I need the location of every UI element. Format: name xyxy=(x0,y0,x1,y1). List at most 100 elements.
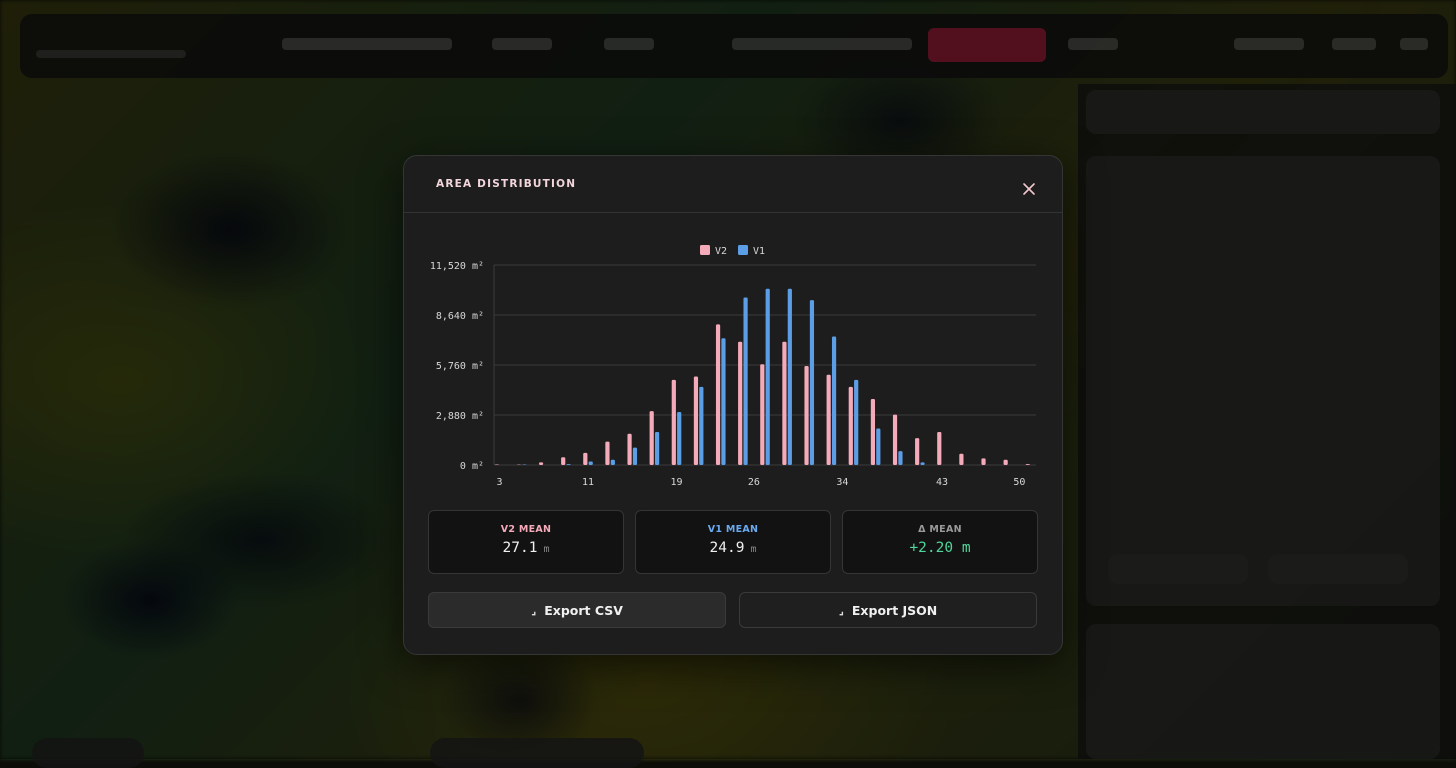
stat-value: 24.9 m xyxy=(636,540,830,556)
panel-button xyxy=(1268,554,1408,584)
toolbar-item xyxy=(282,38,452,50)
stat-number: +2.20 m xyxy=(909,540,970,556)
toolbar-item xyxy=(604,38,654,50)
bar-v2 xyxy=(827,375,831,465)
bar-v1 xyxy=(854,380,858,465)
bar-v2 xyxy=(738,342,742,465)
panel-card xyxy=(1086,624,1440,759)
bar-v2 xyxy=(561,457,565,465)
stat-label: Δ MEAN xyxy=(843,524,1037,535)
toolbar-subtitle-placeholder xyxy=(36,50,186,58)
bar-v2 xyxy=(937,432,941,465)
bar-v2 xyxy=(915,438,919,465)
close-button[interactable] xyxy=(1018,178,1040,200)
bar-v2 xyxy=(760,364,764,465)
y-tick-label: 8,640 m² xyxy=(436,311,484,322)
export-csv-button[interactable]: ⌟ Export CSV xyxy=(428,592,726,628)
bar-v2 xyxy=(605,442,609,465)
bar-v1 xyxy=(655,432,659,465)
export-json-button[interactable]: ⌟ Export JSON xyxy=(739,592,1037,628)
legend-swatch xyxy=(738,245,748,255)
toolbar-item xyxy=(1332,38,1376,50)
stat-number: 24.9 xyxy=(710,540,745,556)
download-icon: ⌟ xyxy=(531,604,536,617)
map-control-background xyxy=(32,738,144,768)
stat-value: +2.20 m xyxy=(843,540,1037,556)
x-tick-label: 50 xyxy=(1013,477,1025,488)
y-tick-label: 2,880 m² xyxy=(436,411,484,422)
bar-v2 xyxy=(716,324,720,465)
stat-label: V1 MEAN xyxy=(636,524,830,535)
toolbar-item xyxy=(492,38,552,50)
bar-v2 xyxy=(849,387,853,465)
bar-v2 xyxy=(627,434,631,465)
bar-v1 xyxy=(522,464,526,465)
stat-value: 27.1 m xyxy=(429,540,623,556)
bar-v2 xyxy=(539,462,543,465)
y-tick-label: 0 m² xyxy=(460,461,484,472)
bar-v2 xyxy=(672,380,676,465)
bar-v1 xyxy=(721,338,725,465)
x-tick-label: 11 xyxy=(582,477,594,488)
bar-v1 xyxy=(566,464,570,465)
modal-header: AREA DISTRIBUTION xyxy=(404,156,1062,213)
legend-label: V1 xyxy=(753,246,765,257)
y-tick-label: 11,520 m² xyxy=(430,261,484,272)
export-csv-label: Export CSV xyxy=(544,603,623,618)
bar-v2 xyxy=(1004,460,1008,465)
toolbar-primary-button xyxy=(928,28,1046,62)
bar-v1 xyxy=(677,412,681,465)
x-tick-label: 26 xyxy=(748,477,760,488)
bar-v1 xyxy=(699,387,703,465)
histogram-chart: 0 m² 2,880 m² 5,760 m² 8,640 m² 11,520 m² 3 11… xyxy=(404,232,1062,492)
bar-v2 xyxy=(694,376,698,465)
legend-label: V2 xyxy=(715,246,727,257)
export-json-label: Export JSON xyxy=(852,603,937,618)
bar-v1 xyxy=(810,300,814,465)
toolbar-item xyxy=(732,38,912,50)
x-tick-label: 34 xyxy=(836,477,848,488)
bar-v1 xyxy=(633,448,637,465)
bar-v2 xyxy=(1026,464,1030,465)
toolbar-item xyxy=(1400,38,1428,50)
stat-v1-mean: V1 MEAN 24.9 m xyxy=(635,510,831,574)
x-tick-label: 19 xyxy=(670,477,682,488)
panel-card xyxy=(1086,90,1440,134)
bar-v1 xyxy=(766,289,770,465)
toolbar-item xyxy=(1068,38,1118,50)
panel-card xyxy=(1086,156,1440,606)
stat-unit: m xyxy=(543,544,549,555)
x-tick-label: 3 xyxy=(497,477,503,488)
bar-v1 xyxy=(743,297,747,465)
bar-v1 xyxy=(611,460,615,465)
stat-unit: m xyxy=(750,544,756,555)
x-tick-label: 43 xyxy=(936,477,948,488)
map-control-background xyxy=(430,738,644,768)
bar-v2 xyxy=(981,458,985,465)
modal-title: AREA DISTRIBUTION xyxy=(436,178,576,190)
area-distribution-chart: 0 m² 2,880 m² 5,760 m² 8,640 m² 11,520 m² 3 11… xyxy=(404,232,1062,492)
download-icon: ⌟ xyxy=(839,604,844,617)
bar-v1 xyxy=(920,462,924,465)
y-tick-label: 5,760 m² xyxy=(436,361,484,372)
bar-v2 xyxy=(893,415,897,465)
bar-v2 xyxy=(583,453,587,465)
close-icon xyxy=(1018,178,1040,200)
bar-v2 xyxy=(804,366,808,465)
stat-number: 27.1 xyxy=(503,540,538,556)
bar-v2 xyxy=(959,454,963,465)
toolbar-item xyxy=(1234,38,1304,50)
bar-v2 xyxy=(871,399,875,465)
bar-v2 xyxy=(782,342,786,465)
bar-v2 xyxy=(650,411,654,465)
bar-v1 xyxy=(788,289,792,465)
bar-v1 xyxy=(589,462,593,465)
stat-delta-mean: Δ MEAN +2.20 m xyxy=(842,510,1038,574)
area-distribution-modal: AREA DISTRIBUTION 0 m² 2,880 m² 5,760 m² 8,… xyxy=(403,155,1063,655)
bar-v2 xyxy=(495,464,499,465)
panel-button xyxy=(1108,554,1248,584)
legend-swatch xyxy=(700,245,710,255)
bar-v1 xyxy=(832,337,836,465)
bar-v1 xyxy=(898,451,902,465)
